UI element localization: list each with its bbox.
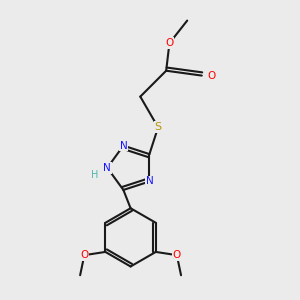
Text: N: N (103, 163, 111, 173)
Text: H: H (91, 170, 98, 180)
Text: S: S (154, 122, 162, 132)
Text: O: O (208, 70, 216, 81)
Text: O: O (165, 38, 173, 48)
Text: N: N (119, 141, 127, 151)
Text: O: O (173, 250, 181, 260)
Text: N: N (146, 176, 153, 187)
Text: O: O (80, 250, 88, 260)
